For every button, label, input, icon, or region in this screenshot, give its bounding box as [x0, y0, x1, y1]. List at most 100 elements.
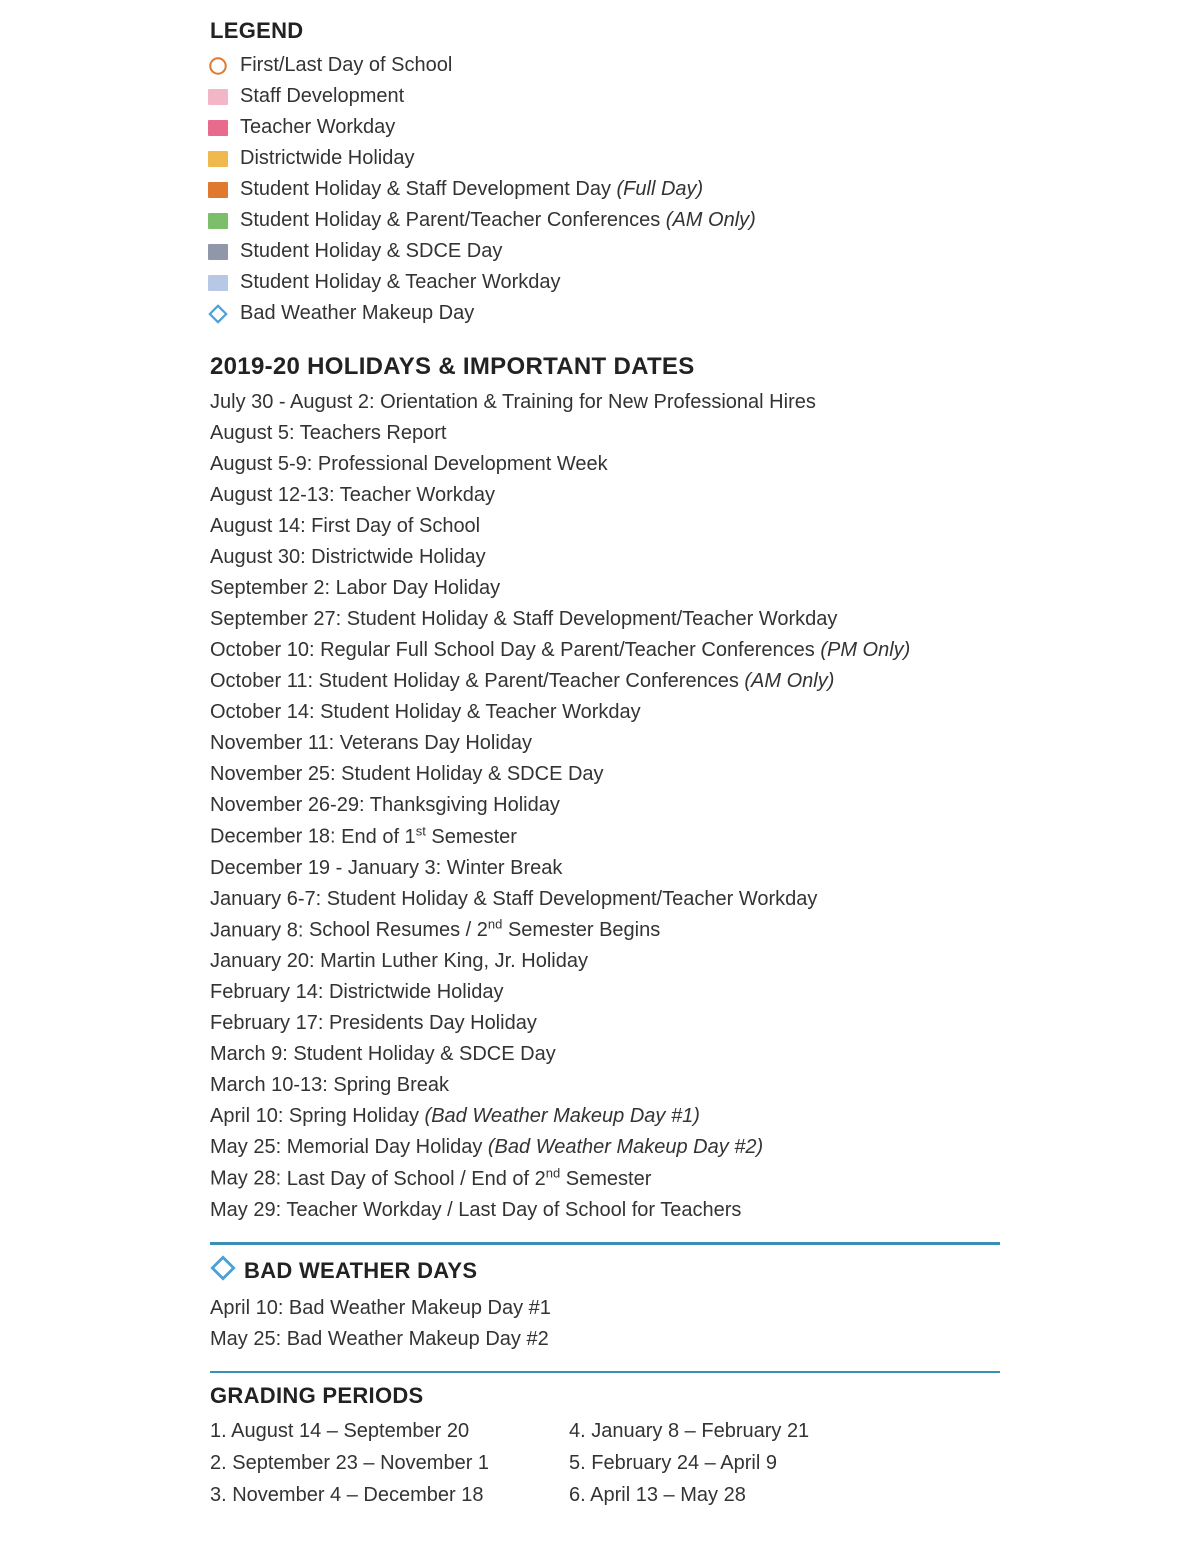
bad-weather-heading-text: BAD WEATHER DAYS: [244, 1258, 477, 1284]
important-date-item: February 17: Presidents Day Holiday: [210, 1008, 1030, 1039]
important-date-item: September 27: Student Holiday & Staff De…: [210, 604, 1030, 635]
important-dates-heading: 2019-20 HOLIDAYS & IMPORTANT DATES: [210, 353, 1030, 381]
important-date-item: November 11: Veterans Day Holiday: [210, 728, 1030, 759]
legend-item-label: Bad Weather Makeup Day: [240, 298, 474, 329]
legend-item: Districtwide Holiday: [208, 143, 1030, 174]
date-description: Student Holiday & Parent/Teacher Confere…: [313, 670, 834, 692]
important-date-item: May 25: Memorial Day Holiday (Bad Weathe…: [210, 1132, 1030, 1163]
date-description: Districtwide Holiday: [306, 546, 486, 568]
important-date-item: March 9: Student Holiday & SDCE Day: [210, 1039, 1030, 1070]
date-description: Labor Day Holiday: [330, 577, 500, 599]
date-description: First Day of School: [306, 515, 481, 537]
important-date-item: August 5-9: Professional Development Wee…: [210, 449, 1030, 480]
date-range: March 10-13:: [210, 1074, 328, 1096]
date-description: Regular Full School Day & Parent/Teacher…: [315, 639, 911, 661]
color-swatch-icon: [208, 118, 228, 138]
diamond-outline-icon: [210, 1255, 236, 1287]
date-description: Professional Development Week: [312, 453, 607, 475]
date-range: January 8:: [210, 919, 303, 941]
date-range: August 5-9:: [210, 453, 312, 475]
date-description: Student Holiday & SDCE Day: [288, 1043, 556, 1065]
color-swatch-icon: [208, 242, 228, 262]
legend-list: First/Last Day of SchoolStaff Developmen…: [208, 50, 1030, 329]
date-range: February 17:: [210, 1012, 323, 1034]
important-date-item: January 20: Martin Luther King, Jr. Holi…: [210, 946, 1030, 977]
important-date-item: November 25: Student Holiday & SDCE Day: [210, 759, 1030, 790]
date-range: May 25:: [210, 1136, 281, 1158]
legend-item-label: Student Holiday & Parent/Teacher Confere…: [240, 205, 756, 236]
date-description: Teacher Workday: [335, 484, 495, 506]
date-range: March 9:: [210, 1043, 288, 1065]
date-range: January 6-7:: [210, 888, 321, 910]
important-date-item: August 12-13: Teacher Workday: [210, 480, 1030, 511]
important-dates-list: July 30 - August 2: Orientation & Traini…: [210, 387, 1030, 1226]
color-swatch-icon: [208, 87, 228, 107]
date-range: October 11:: [210, 670, 313, 692]
date-description: Student Holiday & SDCE Day: [336, 763, 604, 785]
important-date-item: April 10: Spring Holiday (Bad Weather Ma…: [210, 1101, 1030, 1132]
important-date-item: July 30 - August 2: Orientation & Traini…: [210, 387, 1030, 418]
bad-weather-list: April 10: Bad Weather Makeup Day #1May 2…: [210, 1293, 1030, 1355]
important-date-item: October 10: Regular Full School Day & Pa…: [210, 635, 1030, 666]
color-swatch-icon: [208, 149, 228, 169]
section-divider: [210, 1242, 1000, 1245]
grading-period-item: 2. September 23 – November 1: [210, 1447, 489, 1479]
date-description: Winter Break: [441, 857, 562, 879]
legend-item-label: Student Holiday & Teacher Workday: [240, 267, 561, 298]
grading-col-right: 4. January 8 – February 215. February 24…: [569, 1415, 809, 1511]
date-description: Thanksgiving Holiday: [365, 794, 560, 816]
important-date-item: March 10-13: Spring Break: [210, 1070, 1030, 1101]
circle-outline-icon: [208, 56, 228, 76]
date-description: Student Holiday & Teacher Workday: [315, 701, 641, 723]
important-date-item: May 29: Teacher Workday / Last Day of Sc…: [210, 1195, 1030, 1226]
important-date-item: January 8: School Resumes / 2nd Semester…: [210, 915, 1030, 947]
date-range: December 19 - January 3:: [210, 857, 441, 879]
bad-weather-item: April 10: Bad Weather Makeup Day #1: [210, 1293, 1030, 1324]
legend-item: Student Holiday & Teacher Workday: [208, 267, 1030, 298]
important-date-item: October 14: Student Holiday & Teacher Wo…: [210, 697, 1030, 728]
date-description: Veterans Day Holiday: [334, 732, 532, 754]
date-description: School Resumes / 2nd Semester Begins: [303, 919, 660, 941]
date-range: May 28:: [210, 1168, 281, 1190]
grading-period-item: 4. January 8 – February 21: [569, 1415, 809, 1447]
date-description: Spring Holiday (Bad Weather Makeup Day #…: [283, 1105, 700, 1127]
date-range: September 27:: [210, 608, 341, 630]
important-date-item: September 2: Labor Day Holiday: [210, 573, 1030, 604]
grading-periods-columns: 1. August 14 – September 202. September …: [210, 1415, 1030, 1511]
date-description: Student Holiday & Staff Development/Teac…: [341, 608, 837, 630]
legend-item-label: Student Holiday & Staff Development Day …: [240, 174, 703, 205]
date-range: January 20:: [210, 950, 315, 972]
grading-period-item: 6. April 13 – May 28: [569, 1479, 809, 1511]
date-note: (Bad Weather Makeup Day #1): [419, 1105, 700, 1127]
date-range: September 2:: [210, 577, 330, 599]
bad-weather-heading: BAD WEATHER DAYS: [210, 1255, 1030, 1287]
legend-heading: LEGEND: [210, 18, 1030, 44]
date-description: Teachers Report: [295, 422, 447, 444]
date-description: Districtwide Holiday: [323, 981, 503, 1003]
legend-item-label: Student Holiday & SDCE Day: [240, 236, 502, 267]
date-description: Orientation & Training for New Professio…: [375, 391, 816, 413]
date-note: (Bad Weather Makeup Day #2): [482, 1136, 763, 1158]
legend-item: First/Last Day of School: [208, 50, 1030, 81]
grading-period-item: 3. November 4 – December 18: [210, 1479, 489, 1511]
legend-section: LEGEND First/Last Day of SchoolStaff Dev…: [210, 18, 1030, 329]
date-range: August 5:: [210, 422, 295, 444]
bad-weather-section: BAD WEATHER DAYS April 10: Bad Weather M…: [210, 1255, 1030, 1355]
grading-periods-heading: GRADING PERIODS: [210, 1383, 1030, 1409]
legend-item-label: First/Last Day of School: [240, 50, 452, 81]
important-date-item: August 30: Districtwide Holiday: [210, 542, 1030, 573]
grading-period-item: 5. February 24 – April 9: [569, 1447, 809, 1479]
date-range: December 18:: [210, 826, 336, 848]
legend-item-label: Districtwide Holiday: [240, 143, 415, 174]
section-divider: [210, 1371, 1000, 1373]
date-description: Presidents Day Holiday: [323, 1012, 536, 1034]
date-range: October 14:: [210, 701, 315, 723]
date-range: October 10:: [210, 639, 315, 661]
date-description: Teacher Workday / Last Day of School for…: [281, 1199, 741, 1221]
legend-item: Student Holiday & SDCE Day: [208, 236, 1030, 267]
date-range: November 26-29:: [210, 794, 365, 816]
important-date-item: January 6-7: Student Holiday & Staff Dev…: [210, 884, 1030, 915]
date-range: November 11:: [210, 732, 334, 754]
color-swatch-icon: [208, 273, 228, 293]
grading-period-item: 1. August 14 – September 20: [210, 1415, 489, 1447]
